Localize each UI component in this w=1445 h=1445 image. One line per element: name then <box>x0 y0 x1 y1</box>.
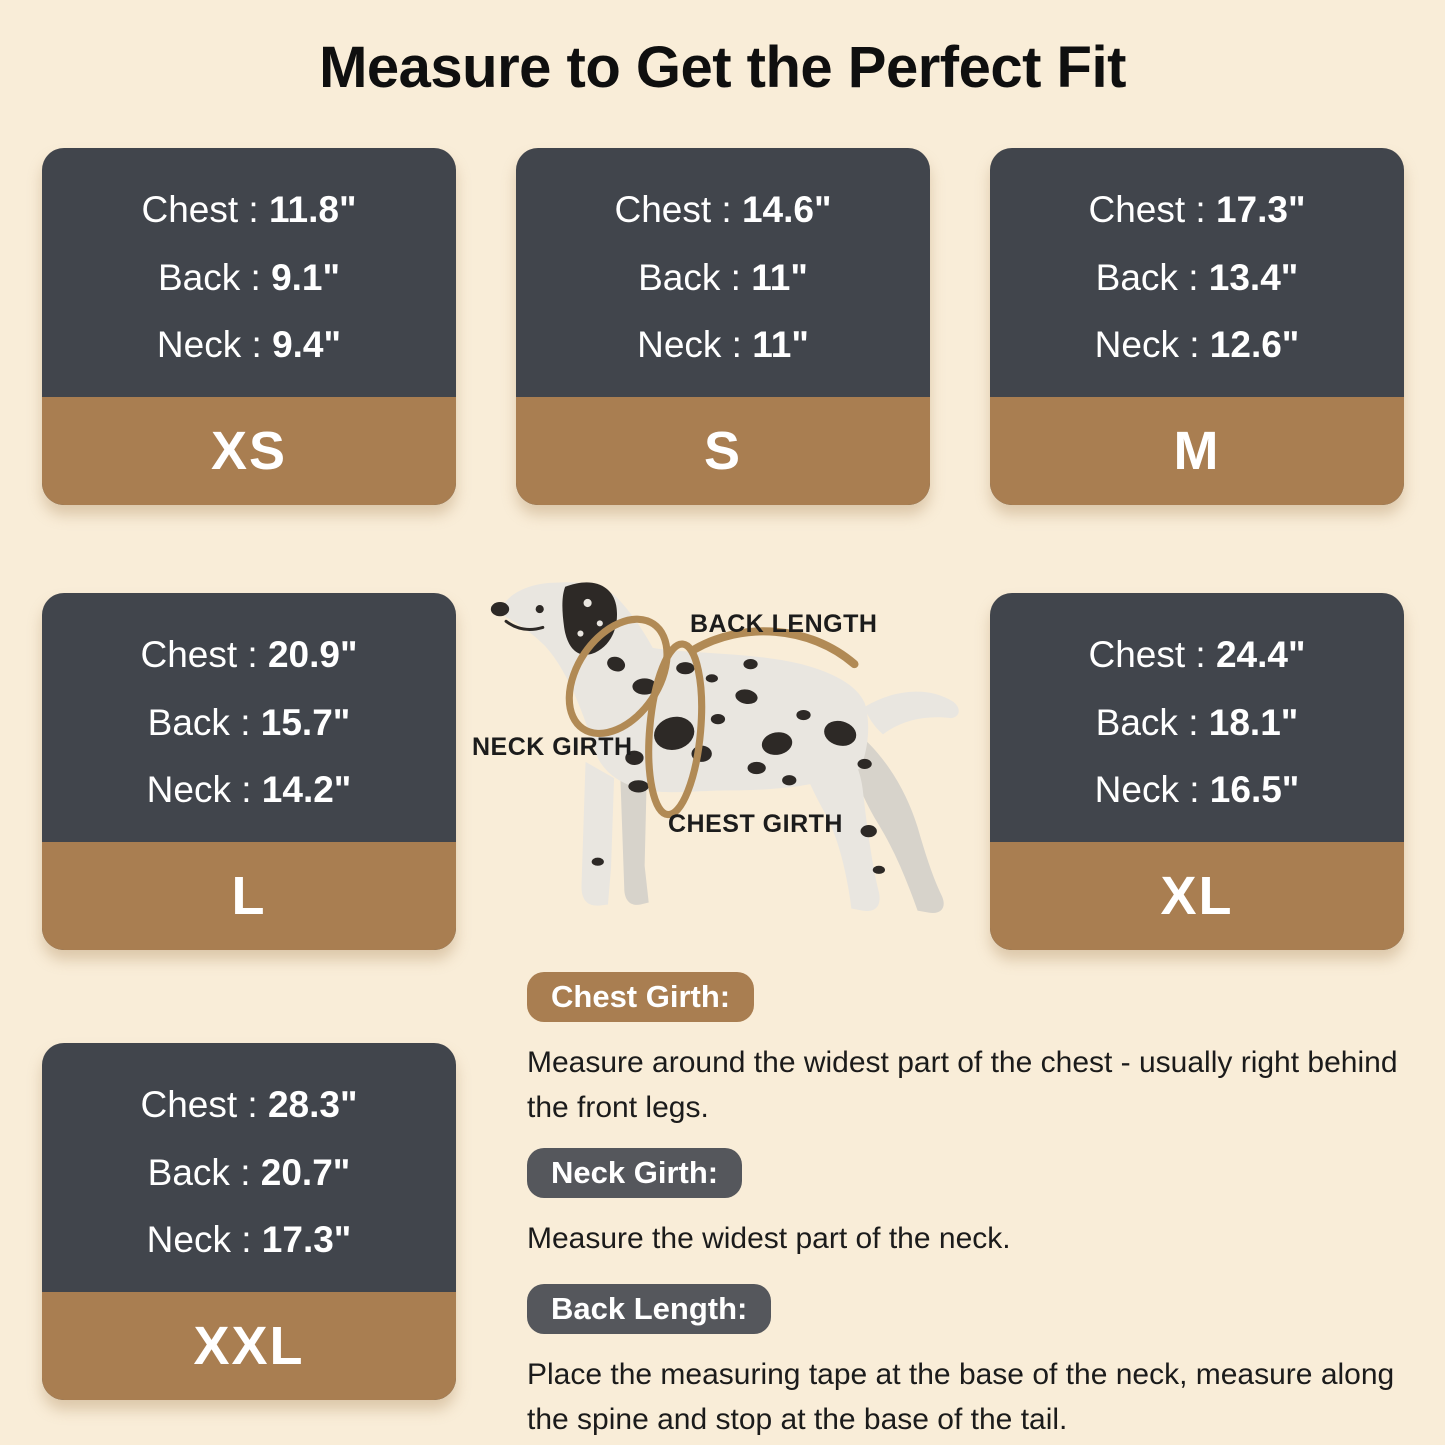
measure-label: Back <box>157 256 241 298</box>
measure-label: Back <box>1095 701 1178 743</box>
measure-label: Back <box>638 256 721 298</box>
measure-label: Back <box>147 1151 230 1193</box>
measurement-row-chest: Chest : 24.4" <box>1088 633 1306 675</box>
measure-value: 11" <box>752 324 809 366</box>
measure-label: Neck <box>1094 324 1179 366</box>
measurement-row-neck: Neck : 9.4" <box>156 324 342 366</box>
size-card-measurements: Chest : 17.3" Back : 13.4" Neck : 12.6" <box>990 148 1404 397</box>
measurement-row-back: Back : 20.7" <box>147 1151 351 1193</box>
measure-value: 17.3" <box>1215 188 1306 230</box>
size-card-m: Chest : 17.3" Back : 13.4" Neck : 12.6" … <box>990 148 1404 505</box>
measure-value: 24.4" <box>1215 633 1306 675</box>
size-card-measurements: Chest : 20.9" Back : 15.7" Neck : 14.2" <box>42 593 456 842</box>
size-card-s: Chest : 14.6" Back : 11" Neck : 11" S <box>516 148 930 505</box>
size-card-xs: Chest : 11.8" Back : 9.1" Neck : 9.4" XS <box>42 148 456 505</box>
chest-girth-term-badge: Chest Girth: <box>527 972 755 1022</box>
dog-nose <box>490 601 510 617</box>
measure-label: Chest <box>1088 633 1186 675</box>
measurement-row-neck: Neck : 14.2" <box>146 769 352 811</box>
measurement-row-neck: Neck : 16.5" <box>1094 769 1300 811</box>
measure-value: 14.6" <box>741 188 832 230</box>
measure-label: Neck <box>146 769 231 811</box>
chest-girth-tape <box>645 640 706 819</box>
size-badge: L <box>42 842 456 950</box>
measure-label: Chest <box>140 1083 238 1125</box>
measurement-row-back: Back : 18.1" <box>1095 701 1299 743</box>
measure-label: Neck <box>1094 769 1179 811</box>
measure-value: 20.7" <box>260 1151 351 1193</box>
neck-girth-definition: Measure the widest part of the neck. <box>527 1222 1011 1255</box>
back-length-label: BACK LENGTH <box>690 610 878 638</box>
dog-front-leg <box>581 761 615 906</box>
size-card-measurements: Chest : 24.4" Back : 18.1" Neck : 16.5" <box>990 593 1404 842</box>
measurement-row-back: Back : 11" <box>638 256 808 298</box>
size-badge: XXL <box>42 1292 456 1400</box>
measurement-row-chest: Chest : 17.3" <box>1088 188 1306 230</box>
measure-value: 15.7" <box>260 701 351 743</box>
dog-eye <box>535 605 544 614</box>
measurement-row-chest: Chest : 14.6" <box>614 188 832 230</box>
back-length-term-badge: Back Length: <box>527 1284 772 1334</box>
size-badge: M <box>990 397 1404 505</box>
measure-value: 12.6" <box>1209 324 1300 366</box>
measure-value: 9.1" <box>271 256 341 298</box>
back-length-definition: Place the measuring tape at the base of … <box>527 1358 1395 1436</box>
measurement-row-back: Back : 15.7" <box>147 701 351 743</box>
measure-label: Back <box>147 701 230 743</box>
measure-value: 11" <box>751 256 808 298</box>
size-card-xxl: Chest : 28.3" Back : 20.7" Neck : 17.3" … <box>42 1043 456 1400</box>
measurement-row-chest: Chest : 20.9" <box>140 633 358 675</box>
measure-value: 9.4" <box>272 324 342 366</box>
measure-value: 16.5" <box>1209 769 1300 811</box>
measure-value: 14.2" <box>261 769 352 811</box>
dog-spots <box>591 656 885 874</box>
size-badge: S <box>516 397 930 505</box>
measure-value: 17.3" <box>261 1219 352 1261</box>
dog-ear-dots <box>577 598 603 637</box>
measure-label: Back <box>1095 256 1178 298</box>
size-card-measurements: Chest : 14.6" Back : 11" Neck : 11" <box>516 148 930 397</box>
dog-tail <box>864 691 959 735</box>
neck-girth-label: NECK GIRTH <box>472 733 633 761</box>
size-card-measurements: Chest : 11.8" Back : 9.1" Neck : 9.4" <box>42 148 456 397</box>
measurement-row-neck: Neck : 12.6" <box>1094 324 1300 366</box>
size-card-measurements: Chest : 28.3" Back : 20.7" Neck : 17.3" <box>42 1043 456 1292</box>
measure-label: Neck <box>637 324 722 366</box>
measurement-row-chest: Chest : 28.3" <box>140 1083 358 1125</box>
measure-value: 11.8" <box>268 188 357 230</box>
measure-value: 13.4" <box>1208 256 1299 298</box>
measurement-row-back: Back : 13.4" <box>1095 256 1299 298</box>
measure-label: Chest <box>1088 188 1186 230</box>
measure-label: Chest <box>140 633 238 675</box>
measure-value: 28.3" <box>267 1083 358 1125</box>
chest-girth-label: CHEST GIRTH <box>668 810 843 838</box>
measure-value: 20.9" <box>267 633 358 675</box>
size-card-xl: Chest : 24.4" Back : 18.1" Neck : 16.5" … <box>990 593 1404 950</box>
size-badge: XL <box>990 842 1404 950</box>
measure-label: Neck <box>156 324 242 366</box>
measurement-row-neck: Neck : 11" <box>637 324 809 366</box>
dog-mouth <box>504 619 545 631</box>
dog-far-legs <box>620 727 944 914</box>
dog-illustration <box>445 562 995 974</box>
neck-girth-term-badge: Neck Girth: <box>527 1148 743 1198</box>
measure-label: Chest <box>141 188 239 230</box>
measurement-row-neck: Neck : 17.3" <box>146 1219 352 1261</box>
measure-label: Neck <box>146 1219 231 1261</box>
measurement-row-chest: Chest : 11.8" <box>141 188 357 230</box>
measure-value: 18.1" <box>1208 701 1299 743</box>
chest-girth-definition: Measure around the widest part of the ch… <box>527 1046 1398 1124</box>
page-title: Measure to Get the Perfect Fit <box>319 35 1126 100</box>
size-badge: XS <box>42 397 456 505</box>
size-card-l: Chest : 20.9" Back : 15.7" Neck : 14.2" … <box>42 593 456 950</box>
measure-label: Chest <box>614 188 712 230</box>
back-length-tape <box>689 627 859 669</box>
measurement-row-back: Back : 9.1" <box>157 256 341 298</box>
